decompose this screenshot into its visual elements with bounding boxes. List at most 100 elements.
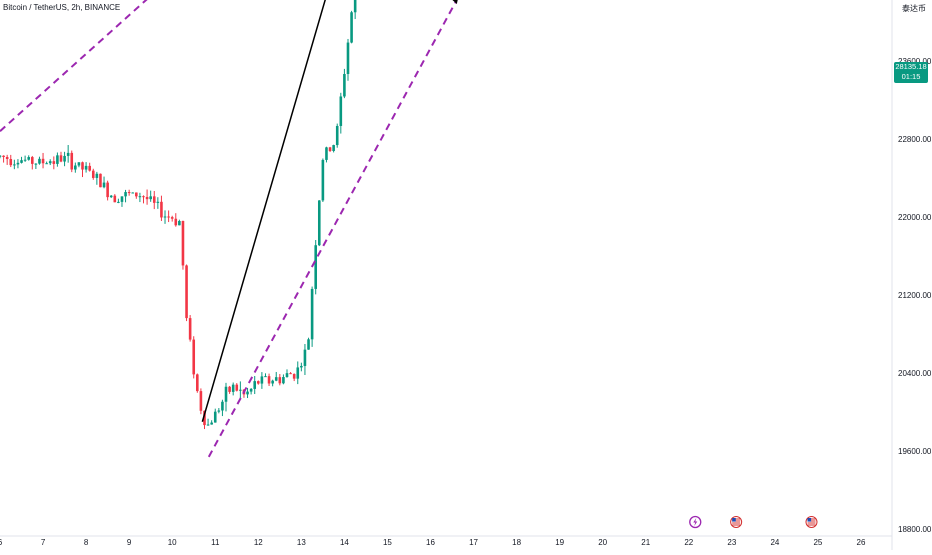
last-price-value: 28135.18 bbox=[895, 62, 927, 71]
candle-body bbox=[199, 391, 203, 411]
candle-body bbox=[77, 162, 81, 166]
candle-body bbox=[48, 161, 52, 164]
candle-body bbox=[235, 384, 239, 391]
x-tick-label: 16 bbox=[426, 538, 435, 547]
y-tick-label: 22000.00 bbox=[898, 213, 932, 222]
candle-body bbox=[314, 245, 317, 289]
candle-body bbox=[135, 192, 138, 197]
candle-body bbox=[120, 196, 124, 202]
candle-body bbox=[228, 386, 231, 392]
x-tick-label: 22 bbox=[684, 538, 693, 547]
candle-body bbox=[328, 147, 332, 151]
candle-body bbox=[117, 201, 120, 203]
x-tick-label: 18 bbox=[512, 538, 521, 547]
x-tick-label: 7 bbox=[41, 538, 46, 547]
candle-body bbox=[210, 422, 213, 425]
candle-body bbox=[156, 201, 160, 203]
candle-body bbox=[282, 377, 285, 384]
candle-body bbox=[23, 159, 27, 161]
candle-body bbox=[45, 163, 48, 165]
candle-body bbox=[239, 389, 242, 391]
channel-line-1[interactable] bbox=[0, 0, 728, 132]
candle-body bbox=[102, 182, 106, 188]
candle-body bbox=[221, 401, 224, 411]
candle-body bbox=[192, 339, 196, 375]
candle-body bbox=[174, 218, 178, 226]
candle-body bbox=[106, 182, 109, 198]
candle-body bbox=[152, 196, 156, 203]
candle-body bbox=[224, 386, 228, 402]
chart-title[interactable]: Bitcoin / TetherUS, 2h, BINANCE bbox=[3, 3, 121, 12]
candle-body bbox=[131, 192, 135, 194]
y-tick-label: 20400.00 bbox=[898, 369, 932, 378]
candle-body bbox=[289, 373, 292, 375]
candle-body bbox=[271, 380, 274, 384]
candle-body bbox=[149, 196, 152, 200]
x-tick-label: 11 bbox=[211, 538, 220, 547]
x-tick-label: 13 bbox=[297, 538, 306, 547]
projection-arrow[interactable] bbox=[201, 0, 376, 422]
candle-body bbox=[99, 173, 102, 188]
x-tick-label: 25 bbox=[813, 538, 822, 547]
candle-body bbox=[257, 381, 260, 384]
lightning-glyph bbox=[693, 518, 698, 526]
candle-body bbox=[59, 155, 63, 162]
y-tick-label: 23600.00 bbox=[898, 57, 932, 66]
candle-body bbox=[163, 216, 167, 218]
candle-body bbox=[285, 373, 289, 378]
candle-body bbox=[2, 155, 5, 158]
candle-body bbox=[88, 165, 91, 171]
candle-body bbox=[296, 367, 300, 379]
y-tick-label: 19600.00 bbox=[898, 447, 932, 456]
candle-body bbox=[231, 384, 235, 392]
candle-body bbox=[81, 162, 84, 170]
currency-label: 泰达币 bbox=[902, 4, 926, 13]
candle-body bbox=[188, 318, 192, 340]
candle-body bbox=[267, 376, 271, 384]
candle-body bbox=[66, 152, 70, 156]
x-tick-label: 15 bbox=[383, 538, 392, 547]
candle-body bbox=[346, 42, 350, 74]
projection-arrow[interactable] bbox=[455, 0, 531, 3]
x-tick-label: 6 bbox=[0, 538, 3, 547]
candle-body bbox=[339, 96, 343, 126]
candle-body bbox=[38, 158, 41, 164]
candle-body bbox=[138, 196, 142, 198]
candle-body bbox=[145, 196, 149, 200]
candle-body bbox=[20, 160, 23, 163]
candle-body bbox=[167, 216, 170, 218]
candle-body bbox=[56, 155, 59, 164]
bar-countdown: 01:15 bbox=[901, 72, 921, 81]
candle-body bbox=[41, 158, 45, 164]
candle-body bbox=[196, 374, 199, 392]
candle-body bbox=[70, 152, 74, 170]
candle-body bbox=[74, 165, 77, 170]
candle-body bbox=[113, 195, 117, 203]
x-tick-label: 20 bbox=[598, 538, 607, 547]
candle-body bbox=[274, 377, 278, 381]
channel-line-2[interactable] bbox=[207, 0, 715, 458]
candle-body bbox=[249, 388, 253, 392]
x-tick-label: 23 bbox=[727, 538, 736, 547]
candle-body bbox=[203, 410, 206, 426]
candle-body bbox=[109, 195, 113, 198]
price-axis-panel bbox=[892, 0, 932, 550]
projection-arrow[interactable] bbox=[383, 0, 458, 3]
candle-body bbox=[343, 73, 346, 97]
candle-body bbox=[332, 145, 335, 151]
candle-body bbox=[321, 159, 325, 201]
candle-body bbox=[185, 265, 188, 319]
candle-body bbox=[264, 376, 267, 378]
candle-body bbox=[84, 165, 88, 170]
candle-body bbox=[181, 220, 185, 266]
candle-body bbox=[292, 374, 296, 379]
candle-body bbox=[30, 157, 34, 164]
candle-body bbox=[213, 411, 217, 423]
candle-body bbox=[253, 381, 257, 389]
candle-body bbox=[307, 339, 310, 350]
candle-body bbox=[278, 377, 282, 384]
candle-body bbox=[246, 391, 249, 395]
candle-body bbox=[317, 200, 321, 246]
